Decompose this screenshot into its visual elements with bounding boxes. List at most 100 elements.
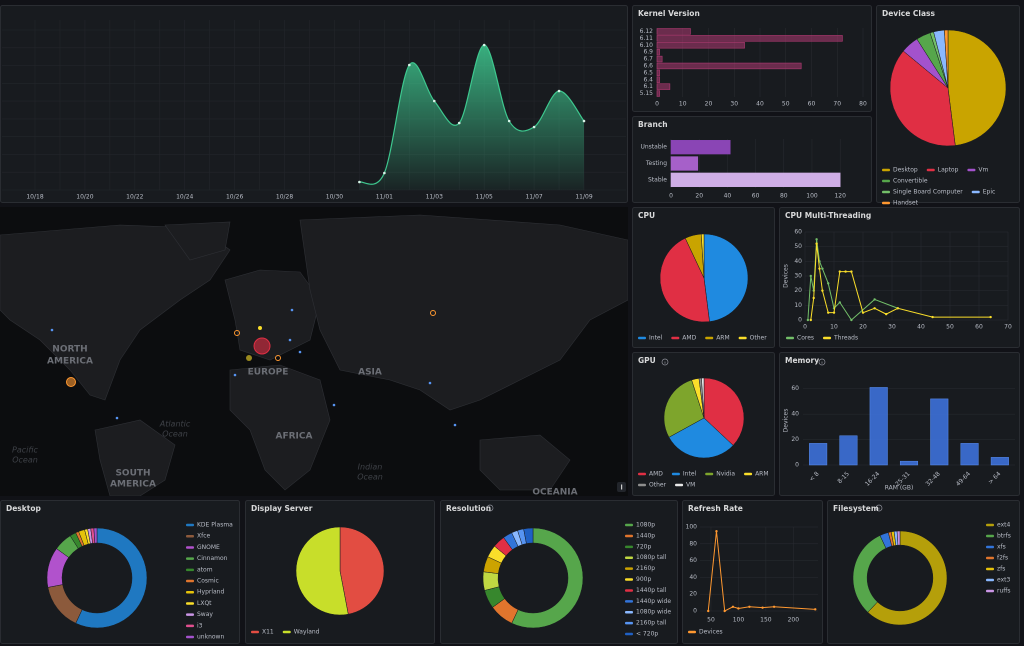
- panel-title: Device Class: [882, 9, 936, 18]
- y-tick-label: 40: [689, 574, 697, 581]
- legend-swatch: [625, 523, 633, 527]
- legend-swatch: [186, 557, 194, 560]
- legend-swatch: [251, 630, 259, 634]
- point: [850, 270, 853, 273]
- land: [0, 214, 628, 496]
- x-tick-label: 10/22: [126, 194, 143, 201]
- point: [731, 605, 735, 608]
- panel-title: Filesystem: [833, 504, 879, 513]
- marker: [66, 377, 76, 387]
- point: [482, 43, 486, 47]
- legend-swatch: [882, 190, 890, 194]
- legend-label: Vm: [978, 167, 988, 174]
- legend-swatch: [186, 535, 194, 538]
- point: [844, 270, 847, 273]
- legend-swatch: [186, 602, 194, 605]
- legend-swatch: [823, 336, 832, 340]
- legend-label: Cinnamon: [197, 555, 228, 562]
- point: [408, 63, 411, 67]
- legend-swatch: [186, 591, 194, 594]
- marker: [290, 308, 294, 312]
- marker: [298, 350, 302, 354]
- map-label: Indian: [358, 463, 383, 472]
- marker: [115, 416, 119, 420]
- y-tick-label: 40: [794, 258, 802, 265]
- point: [818, 267, 821, 270]
- legend-swatch: [986, 523, 994, 527]
- legend-label: Xfce: [197, 533, 211, 540]
- x-tick-label: 200: [788, 617, 800, 624]
- x-tick-label: 50: [707, 617, 715, 624]
- x-tick-label: 100: [733, 617, 745, 624]
- area-fill: [359, 44, 584, 191]
- panel: [682, 500, 823, 644]
- info-icon: [875, 504, 883, 512]
- donut-slice: [896, 530, 901, 546]
- x-tick-label: 0: [669, 193, 673, 200]
- legend-swatch: [986, 567, 994, 571]
- x-tick-label: 10/20: [76, 194, 93, 201]
- legend-label: Desktop: [893, 167, 918, 174]
- point: [815, 238, 818, 241]
- legend-label: zfs: [997, 566, 1005, 573]
- legend-swatch: [967, 168, 976, 172]
- legend-label: GNOME: [197, 544, 220, 551]
- x-tick-label: 10/26: [226, 194, 243, 201]
- africa: [229, 364, 331, 491]
- point: [812, 296, 815, 300]
- panel: [779, 207, 1020, 348]
- x-tick-label: 10/18: [26, 194, 43, 201]
- bar: [656, 83, 671, 90]
- pie-slice: [700, 233, 705, 279]
- point: [827, 282, 830, 285]
- map-markers: [50, 308, 457, 427]
- legend-swatch: [625, 578, 633, 581]
- legend-label: 900p: [636, 576, 651, 583]
- panel-title: Refresh Rate: [688, 504, 743, 513]
- legend-label: Wayland: [294, 629, 320, 636]
- panel-title: Branch: [638, 120, 668, 129]
- y-tick-label: 40: [791, 411, 799, 418]
- marker: [234, 330, 240, 336]
- legend-swatch: [625, 632, 633, 636]
- legend-label: Epic: [983, 189, 996, 196]
- map-label: Ocean: [162, 430, 188, 439]
- legend-label: 2160p tall: [636, 620, 667, 627]
- info-icon: [661, 358, 669, 366]
- legend-swatch: [786, 336, 794, 340]
- x-tick-label: 10: [679, 101, 687, 108]
- legend-swatch: [688, 630, 696, 634]
- bar: [656, 62, 802, 70]
- x-tick-label: 30: [888, 324, 896, 331]
- map-label: Pacific: [12, 446, 39, 455]
- asia: [299, 214, 628, 411]
- y-tick-label: 10: [794, 302, 802, 309]
- legend-label: Convertible: [893, 178, 928, 185]
- pie-slice: [703, 233, 749, 322]
- marker: [275, 355, 281, 361]
- legend-swatch: [186, 613, 194, 616]
- donut-slice: [867, 530, 948, 626]
- panel-title: Desktop: [6, 504, 42, 513]
- panel-title: Resolution: [446, 504, 491, 513]
- map-label: Ocean: [357, 473, 383, 482]
- legend-label: Other: [649, 482, 667, 489]
- point: [821, 267, 824, 270]
- x-tick-label: 11/05: [476, 194, 493, 201]
- point: [827, 311, 830, 314]
- donut-slice: [75, 527, 148, 629]
- map-label: Ocean: [12, 456, 38, 465]
- legend-label: 1080p tall: [636, 554, 667, 561]
- x-tick-label: 50: [782, 101, 790, 108]
- x-tick-label: 30: [730, 101, 738, 108]
- panel: [632, 5, 872, 112]
- category-label: 6.6: [643, 62, 653, 69]
- bar: [656, 35, 843, 42]
- y-tick-label: 0: [795, 462, 799, 469]
- category-label: 6.5: [643, 69, 653, 76]
- x-tick-label: 20: [695, 193, 703, 200]
- point: [772, 605, 776, 608]
- y-tick-label: 0: [693, 608, 697, 615]
- series-line: [807, 239, 898, 321]
- point: [821, 289, 824, 292]
